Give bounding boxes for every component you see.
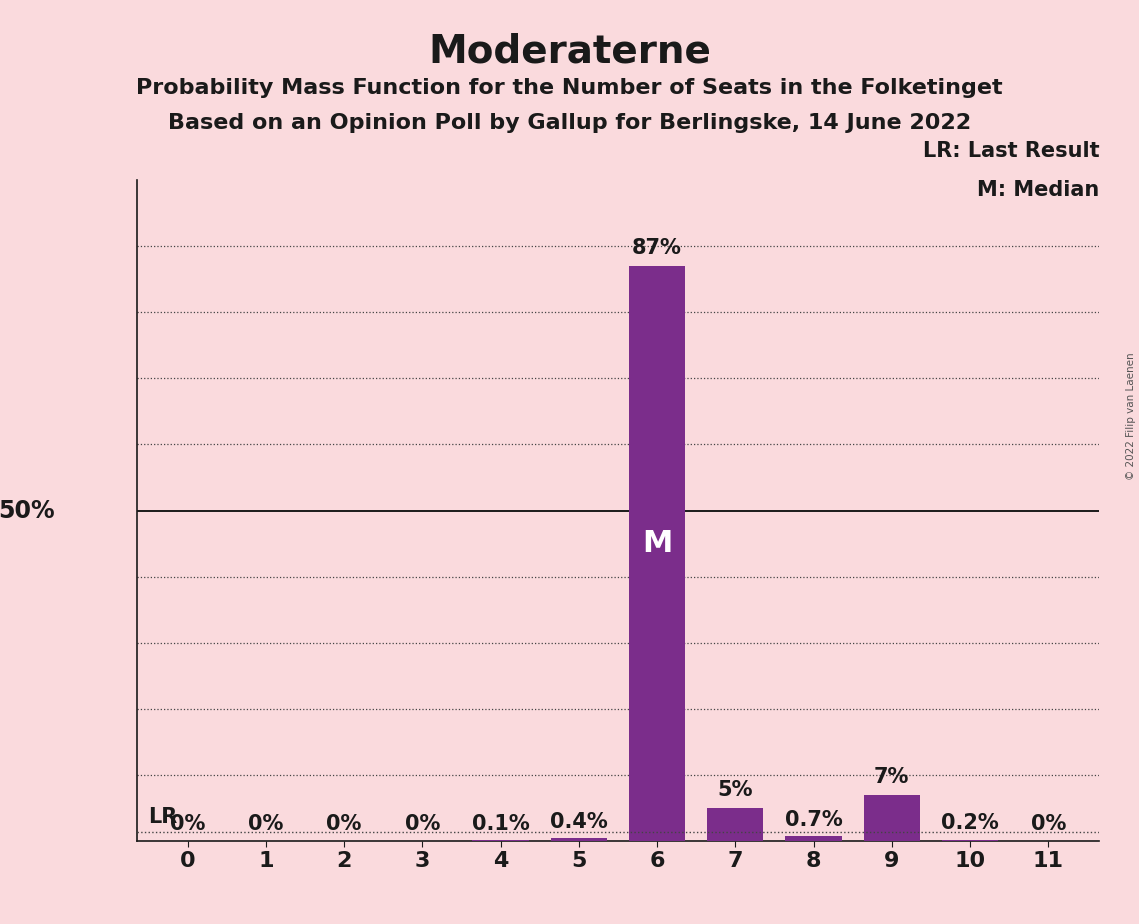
- Text: 7%: 7%: [874, 767, 909, 786]
- Bar: [863, 795, 920, 841]
- Text: 0%: 0%: [404, 814, 440, 834]
- Text: 87%: 87%: [632, 238, 682, 258]
- Text: Moderaterne: Moderaterne: [428, 32, 711, 70]
- Text: 0%: 0%: [327, 814, 362, 834]
- Text: M: M: [642, 529, 672, 558]
- Text: 5%: 5%: [718, 780, 753, 800]
- Text: 0.2%: 0.2%: [941, 813, 999, 833]
- Text: © 2022 Filip van Laenen: © 2022 Filip van Laenen: [1126, 352, 1136, 480]
- Text: Probability Mass Function for the Number of Seats in the Folketinget: Probability Mass Function for the Number…: [137, 78, 1002, 98]
- Text: 0%: 0%: [170, 814, 205, 834]
- Text: LR: LR: [148, 807, 178, 827]
- Text: 0.4%: 0.4%: [550, 811, 608, 832]
- Bar: [550, 838, 607, 841]
- Bar: [629, 266, 686, 841]
- Text: Based on an Opinion Poll by Gallup for Berlingske, 14 June 2022: Based on an Opinion Poll by Gallup for B…: [167, 113, 972, 133]
- Bar: [707, 808, 763, 841]
- Text: LR: Last Result: LR: Last Result: [923, 140, 1099, 161]
- Text: 0.1%: 0.1%: [472, 813, 530, 833]
- Text: 50%: 50%: [0, 499, 55, 522]
- Text: M: Median: M: Median: [977, 180, 1099, 201]
- Bar: [786, 836, 842, 841]
- Bar: [942, 840, 998, 841]
- Text: 0%: 0%: [248, 814, 284, 834]
- Text: 0%: 0%: [1031, 814, 1066, 834]
- Text: 0.7%: 0.7%: [785, 809, 843, 830]
